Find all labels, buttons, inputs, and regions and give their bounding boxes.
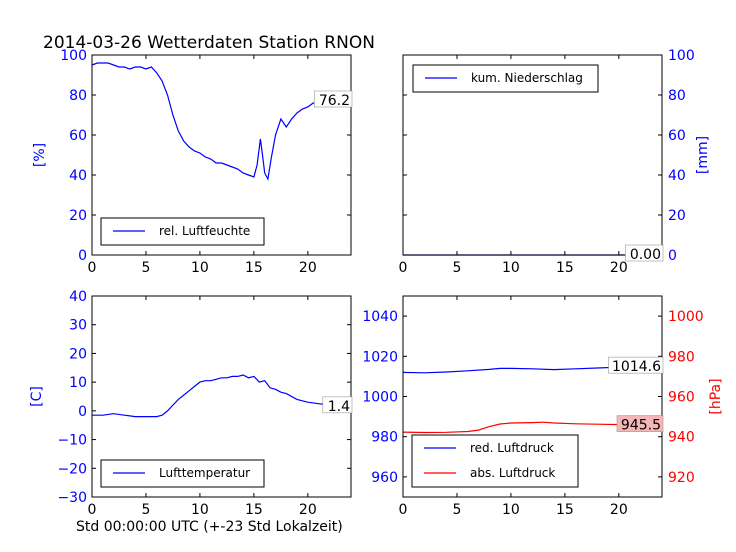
y-tick-label: 20 xyxy=(668,208,686,224)
x-tick-label: 0 xyxy=(88,260,97,276)
chart-title: 2014-03-26 Wetterdaten Station RNON xyxy=(43,33,375,53)
last-value-label-right-box xyxy=(616,415,664,432)
x-tick-label: 5 xyxy=(452,502,461,518)
y-tick-label: 60 xyxy=(69,128,87,144)
x-tick-label: 15 xyxy=(556,260,574,276)
y-tick-label: 0 xyxy=(78,248,87,264)
legend-precip: kum. Niederschlag xyxy=(412,64,599,93)
y-tick-label: −30 xyxy=(57,490,87,506)
x-tick-label: 10 xyxy=(502,502,520,518)
x-tick-label: 20 xyxy=(610,502,628,518)
y-tick-label-right: 960 xyxy=(668,390,695,406)
x-axis-label: Std 00:00:00 UTC (+-23 Std Lokalzeit) xyxy=(76,519,343,535)
y-tick-label: 20 xyxy=(69,346,87,362)
x-tick-label: 0 xyxy=(399,260,408,276)
legend-entry: rel. Luftfeuchte xyxy=(159,224,250,238)
legend-temperature: Lufttemperatur xyxy=(100,459,265,488)
y-tick-label: 1000 xyxy=(362,390,398,406)
last-value-label-box xyxy=(322,396,353,414)
y-tick-label: 100 xyxy=(668,48,695,64)
y-tick-label: 100 xyxy=(60,48,87,64)
y-axis-label: [%] xyxy=(32,143,48,167)
y-tick-label: 20 xyxy=(69,208,87,224)
y-tick-label: 1040 xyxy=(362,309,398,325)
series-line-humidity-0 xyxy=(91,62,352,181)
last-value-label-right: 945.5 xyxy=(621,418,661,434)
x-tick-label: 20 xyxy=(610,260,628,276)
legend-entry: red. Luftdruck xyxy=(470,441,554,455)
panel-temperature: 0 5 10 15 20 −30 −20 −10 0 10 20 30 40 [C] 1.4 Lufttemp… xyxy=(29,289,353,518)
x-tick-label: 10 xyxy=(191,260,209,276)
x-tick-label: 15 xyxy=(245,502,263,518)
y-tick-label: 980 xyxy=(371,430,398,446)
x-tick-label: 15 xyxy=(245,260,263,276)
last-value-label: 76.2 xyxy=(319,93,350,109)
y-tick-label: 0 xyxy=(668,248,677,264)
last-value-label: 1.4 xyxy=(328,399,350,415)
y-axis-label: [mm] xyxy=(695,136,711,174)
x-tick-label: 10 xyxy=(191,502,209,518)
y-tick-label: 80 xyxy=(69,88,87,104)
legend-entry: abs. Luftdruck xyxy=(470,466,555,480)
y-tick-label: 40 xyxy=(668,168,686,184)
y-tick-label: 1020 xyxy=(362,349,398,365)
axes-frame-temperature xyxy=(91,295,352,498)
legend-frame xyxy=(411,434,579,488)
y-tick-label: 30 xyxy=(69,318,87,334)
x-tick-label: 5 xyxy=(141,260,150,276)
panel-precip: 0 5 10 15 20 0 20 40 60 80 100 [mm] 0.00 kum. Nieders… xyxy=(399,48,711,276)
panel-humidity: 0 5 10 15 20 0 20 40 60 80 100 [%] 76.2 rel. Luftfeuc… xyxy=(32,48,353,276)
x-tick-label: 5 xyxy=(141,502,150,518)
x-tick-label: 20 xyxy=(299,260,317,276)
last-value-label-box xyxy=(314,90,353,108)
y-tick-label: 40 xyxy=(69,168,87,184)
y-tick-label: 0 xyxy=(78,404,87,420)
y-tick-label-right: 1000 xyxy=(668,309,704,325)
y-tick-label-right: 980 xyxy=(668,349,695,365)
legend-humidity: rel. Luftfeuchte xyxy=(100,217,265,246)
series-line-temperature-0 xyxy=(92,374,352,418)
x-tick-label: 5 xyxy=(452,260,461,276)
y-tick-label-right: 940 xyxy=(668,430,695,446)
y-tick-label-right: 920 xyxy=(668,470,695,486)
y-axis-label: [C] xyxy=(29,386,45,407)
legend-entry: kum. Niederschlag xyxy=(471,71,583,85)
panel-pressure: 0 5 10 15 20 960 980 1000 1020 1040 920 940 960 980 10… xyxy=(362,295,724,518)
y-tick-label: 80 xyxy=(668,88,686,104)
axes-frame-precip xyxy=(402,54,663,256)
y-tick-label: −20 xyxy=(57,461,87,477)
y-tick-label: 60 xyxy=(668,128,686,144)
x-tick-label: 15 xyxy=(556,502,574,518)
x-tick-label: 10 xyxy=(502,260,520,276)
x-tick-label: 0 xyxy=(88,502,97,518)
y-tick-label: 960 xyxy=(371,470,398,486)
y-axis-label-right: [hPa] xyxy=(708,378,724,414)
legend-pressure: red. Luftdruck abs. Luftdruck xyxy=(411,434,579,488)
axes-frame-humidity xyxy=(91,54,352,256)
x-tick-label: 0 xyxy=(399,502,408,518)
last-value-label: 1014.6 xyxy=(612,359,661,375)
last-value-label-box xyxy=(608,356,664,374)
y-tick-label: −10 xyxy=(57,433,87,449)
x-tick-label: 20 xyxy=(299,502,317,518)
y-tick-label: 10 xyxy=(69,375,87,391)
y-tick-label: 40 xyxy=(69,289,87,305)
last-value-label: 0.00 xyxy=(630,247,661,263)
legend-entry: Lufttemperatur xyxy=(159,466,250,480)
series-line-pressure-1 xyxy=(402,421,663,434)
last-value-label-box xyxy=(625,244,664,262)
